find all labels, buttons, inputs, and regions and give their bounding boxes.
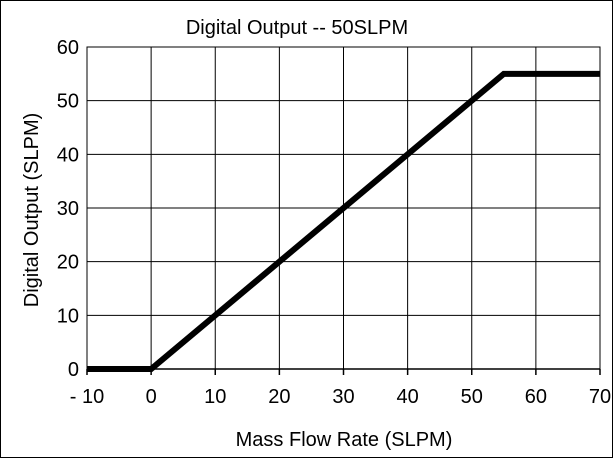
y-tick-label: 20: [57, 252, 79, 274]
y-tick-label: 0: [68, 359, 79, 381]
x-tick-label: 70: [589, 386, 611, 408]
x-tick-label: 10: [204, 386, 226, 408]
x-tick-label: - 10: [70, 386, 104, 408]
x-tick-label: 0: [146, 386, 157, 408]
x-tick-label: 20: [268, 386, 290, 408]
x-tick-label: 40: [397, 386, 419, 408]
y-tick-label: 50: [57, 91, 79, 113]
x-tick-label: 30: [332, 386, 354, 408]
x-axis-label: Mass Flow Rate (SLPM): [236, 429, 453, 451]
chart-title: Digital Output -- 50SLPM: [186, 17, 408, 39]
series-line: [87, 70, 600, 372]
y-tick-label: 30: [57, 198, 79, 220]
y-axis-label: Digital Output (SLPM): [21, 113, 43, 308]
x-tick-label: 50: [461, 386, 483, 408]
y-tick-label: 10: [57, 305, 79, 327]
y-tick-label: 40: [57, 144, 79, 166]
y-tick-label: 60: [57, 37, 79, 59]
x-tick-label: 60: [525, 386, 547, 408]
